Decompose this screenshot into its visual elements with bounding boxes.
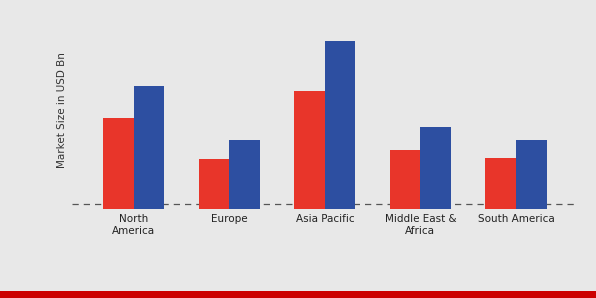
- Bar: [229, 140, 260, 209]
- Bar: [325, 41, 355, 209]
- Legend: 2022, 2030: 2022, 2030: [223, 287, 366, 298]
- Bar: [390, 150, 420, 209]
- Y-axis label: Market Size in USD Bn: Market Size in USD Bn: [57, 52, 67, 168]
- Bar: [294, 91, 325, 209]
- Bar: [198, 159, 229, 209]
- Bar: [485, 158, 516, 209]
- Bar: [103, 119, 134, 209]
- Bar: [516, 140, 547, 209]
- Bar: [420, 127, 451, 209]
- Bar: [134, 86, 164, 209]
